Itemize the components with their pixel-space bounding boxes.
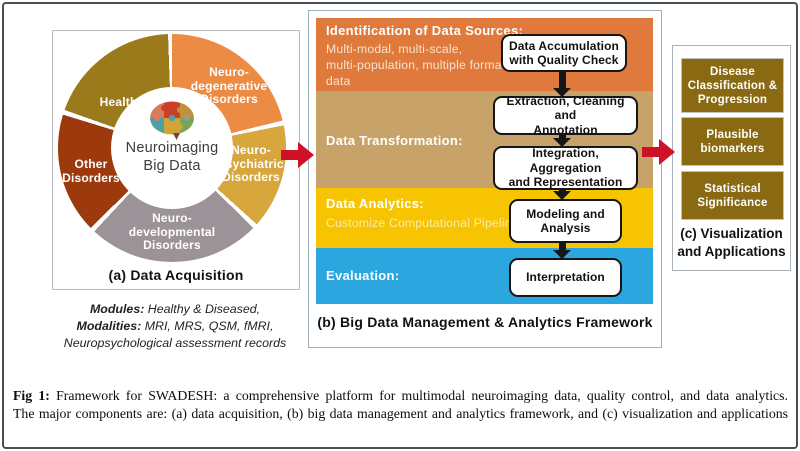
donut-chart: Healthy Neuro- degenerative Disorders Ne… xyxy=(58,34,286,262)
application-box-line: Classification & xyxy=(687,79,778,92)
panel-b-caption: (b) Big Data Management & Analytics Fram… xyxy=(317,314,653,330)
process-box-line: with Quality Check xyxy=(509,53,619,67)
panel-c-caption-line: and Applications xyxy=(677,244,786,259)
application-box-line: biomarkers xyxy=(700,142,765,155)
segment-label-line: Disorders xyxy=(222,170,280,184)
application-box-line: Significance xyxy=(697,196,768,209)
black-down-arrow-icon xyxy=(553,68,571,97)
band-identification: Identification of Data Sources: Multi-mo… xyxy=(316,18,653,91)
segment-label-line: degenerative xyxy=(190,78,268,93)
band-subtitle-line: data xyxy=(326,74,351,88)
panel-data-acquisition: Healthy Neuro- degenerative Disorders Ne… xyxy=(52,30,300,290)
black-down-arrow-icon xyxy=(553,239,571,259)
black-down-arrow-icon xyxy=(553,131,571,147)
band-title: Data Analytics: xyxy=(326,196,424,211)
band-title: Identification of Data Sources: xyxy=(326,23,524,38)
note-modalities: Modalities: MRI, MRS, QSM, fMRI, xyxy=(40,318,310,335)
process-box-line: Integration, Aggregation xyxy=(529,146,602,175)
puzzle-brain-icon xyxy=(150,101,194,140)
red-block-arrow-a-to-b xyxy=(281,142,314,168)
process-box-line: Modeling and xyxy=(526,206,605,221)
donut-center: Neuroimaging Big Data xyxy=(111,87,233,209)
brain-stem xyxy=(173,133,180,140)
band-subtitle-line: Multi-modal, multi-scale, xyxy=(326,42,463,56)
segment-label-line: Disorders xyxy=(143,238,201,252)
figure-caption-prefix: Fig 1: xyxy=(13,388,50,403)
panel-applications: Disease Classification & Progression Pla… xyxy=(672,45,791,271)
process-box-integration: Integration, Aggregation and Representat… xyxy=(493,146,638,190)
data-acquisition-notes: Modules: Healthy & Diseased, Modalities:… xyxy=(40,301,310,352)
application-box-plausible-biomarkers: Plausible biomarkers xyxy=(681,117,784,166)
note-prefix: Modules: xyxy=(89,302,145,316)
segment-label-line: Neuro- xyxy=(152,211,192,225)
panel-c-caption-line: (c) Visualization xyxy=(680,226,783,241)
figure-caption-text: Framework for SWADESH: a comprehensive p… xyxy=(49,388,788,403)
note-text: MRI, MRS, QSM, fMRI, xyxy=(141,319,274,333)
process-box-line: Extraction, Cleaning and xyxy=(506,93,625,123)
red-block-arrow-b-to-c xyxy=(642,139,675,165)
application-box-line: Statistical xyxy=(704,182,761,195)
application-box-line: Disease xyxy=(710,65,755,78)
panel-c-caption: (c) Visualization and Applications xyxy=(673,225,790,261)
process-box-line: Analysis xyxy=(540,221,591,235)
figure-caption-line2: The major components are: (a) data acqui… xyxy=(13,405,788,421)
segment-label-neurodevelopmental: Neuro- developmental Disorders xyxy=(119,211,225,253)
panel-a-caption: (a) Data Acquisition xyxy=(108,267,244,283)
segment-label-line: Disorders xyxy=(62,170,120,185)
segment-label-line: developmental xyxy=(128,224,216,239)
donut-center-label: Neuroimaging Big Data xyxy=(111,139,233,175)
segment-label-other-disorders: Other Disorders xyxy=(60,157,122,185)
figure-caption-line1: Fig 1: Framework for SWADESH: a comprehe… xyxy=(13,387,788,405)
band-title: Evaluation: xyxy=(326,268,400,283)
segment-label-neuropsychiatric: Neuro- psychiatric Disorders xyxy=(213,143,289,185)
center-label-line2: Big Data xyxy=(143,158,201,174)
process-box-line: and Representation xyxy=(508,175,623,190)
panel-framework: Identification of Data Sources: Multi-mo… xyxy=(308,10,662,348)
band-subtitle: Customize Computational Pipeline xyxy=(326,215,519,231)
process-box-line: Data Accumulation xyxy=(509,38,619,53)
process-box-data-accumulation: Data Accumulation with Quality Check xyxy=(501,34,627,72)
process-box-line: Interpretation xyxy=(526,270,605,285)
note-modules: Modules: Healthy & Diseased, xyxy=(40,301,310,318)
center-label-line1: Neuroimaging xyxy=(125,140,219,156)
application-box-disease-classification: Disease Classification & Progression xyxy=(681,58,784,113)
segment-label-neurodegenerative: Neuro- degenerative Disorders xyxy=(186,65,272,107)
note-text: Healthy & Diseased, xyxy=(144,302,261,316)
figure-caption: Fig 1: Framework for SWADESH: a comprehe… xyxy=(13,387,788,422)
note-prefix: Modalities: xyxy=(76,319,142,333)
application-box-line: Progression xyxy=(697,93,768,106)
application-box-statistical-significance: Statistical Significance xyxy=(681,171,784,220)
segment-label-line: psychiatric xyxy=(218,156,284,171)
segment-label-line: Other xyxy=(74,157,108,171)
band-subtitle: Multi-modal, multi-scale, multi-populati… xyxy=(326,41,505,89)
band-subtitle-line: Customize Computational Pipeline xyxy=(326,216,519,230)
application-box-line: Plausible xyxy=(706,128,759,141)
segment-label-line: Neuro- xyxy=(231,143,271,157)
band-subtitle-line: multi-population, multiple format xyxy=(326,58,506,72)
note-text: Neuropsychological assessment records xyxy=(63,336,287,350)
band-title: Data Transformation: xyxy=(326,133,463,148)
process-box-interpretation: Interpretation xyxy=(509,258,622,297)
process-box-extraction: Extraction, Cleaning and Annotation xyxy=(493,93,638,137)
process-box-modeling: Modeling and Analysis xyxy=(509,199,622,243)
segment-label-line: Disorders xyxy=(200,92,258,106)
note-neuropsych: Neuropsychological assessment records xyxy=(40,335,310,352)
segment-label-line: Neuro- xyxy=(209,65,249,79)
process-box-line: Annotation xyxy=(533,122,598,137)
